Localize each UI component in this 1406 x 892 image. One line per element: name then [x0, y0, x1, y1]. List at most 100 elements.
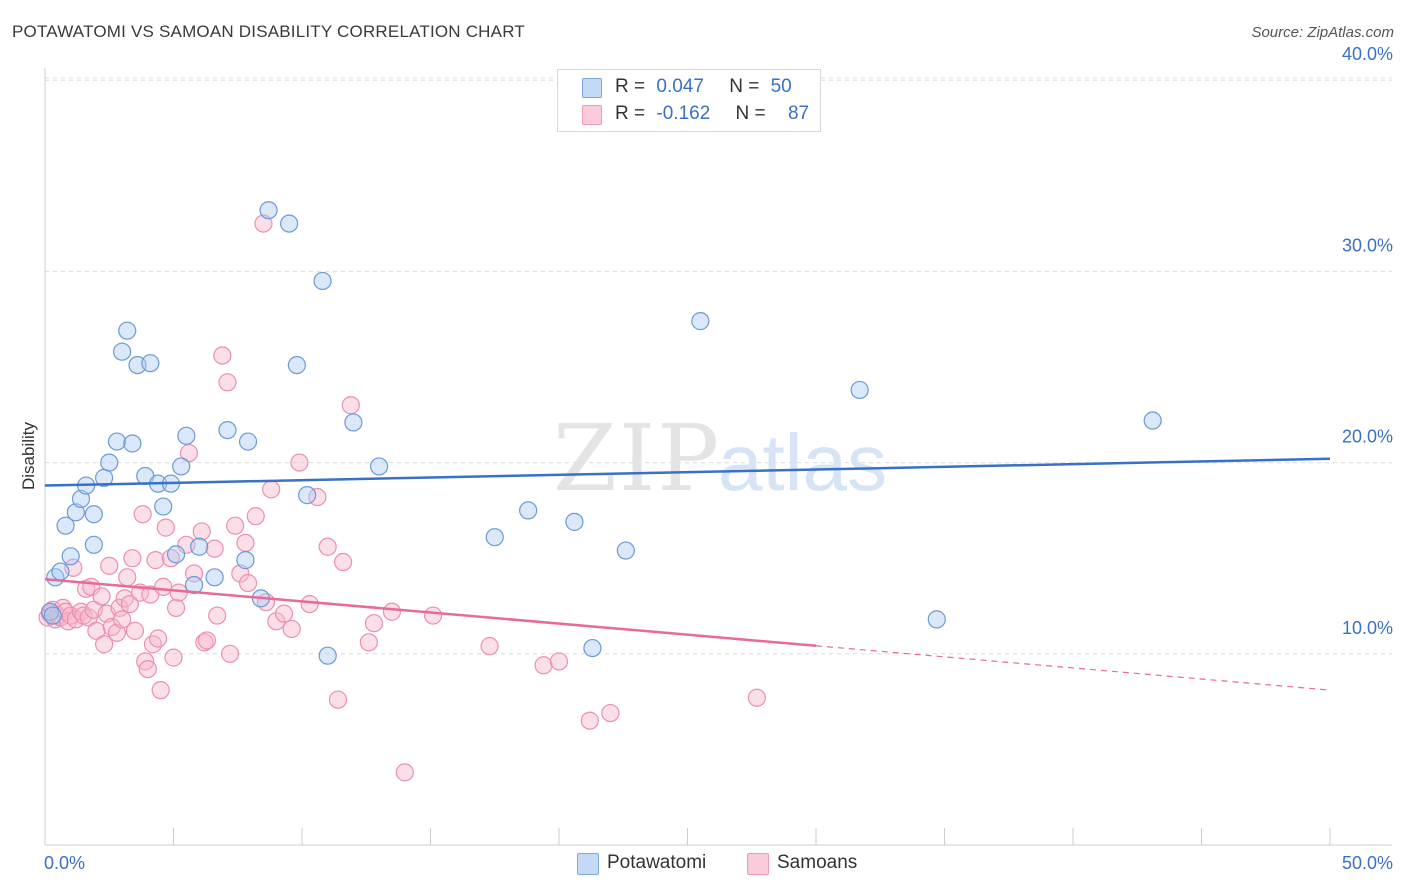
samoans-point [267, 612, 286, 631]
axes-layer [44, 68, 1392, 846]
samoans-point [125, 621, 145, 640]
samoans-point [395, 763, 414, 782]
potawatomi-point [56, 516, 75, 535]
y-tick-label: 40.0% [1342, 44, 1393, 64]
potawatomi-point [298, 486, 317, 505]
legend-r-label: R = [615, 76, 646, 97]
samoans-point [123, 549, 142, 568]
samoans-point [154, 577, 173, 596]
potawatomi-point [184, 575, 204, 595]
samoans-point [254, 214, 273, 233]
samoans-point [107, 623, 127, 642]
potawatomi-point [43, 606, 62, 625]
samoans-point [102, 617, 121, 637]
potawatomi-point [280, 214, 299, 233]
potawatomi-point [236, 551, 255, 570]
potawatomi-point [84, 505, 103, 524]
potawatomi-point [141, 354, 160, 373]
legend-r-label: R = [615, 103, 646, 124]
legend-swatch-potawatomi [582, 78, 602, 98]
potawatomi-point [66, 503, 85, 522]
potawatomi-point [927, 610, 946, 629]
samoans-point [133, 505, 152, 524]
potawatomi-point [100, 453, 119, 472]
bottom-legend-swatch-samoans [747, 853, 769, 875]
samoans-point [300, 594, 319, 614]
potawatomi-point [287, 355, 306, 375]
samoans-point [747, 688, 766, 707]
samoans-point [226, 516, 245, 535]
legend-r-value: -0.162 [656, 103, 711, 124]
samoans-point [195, 633, 214, 652]
potawatomi-point [850, 380, 869, 400]
legend-n-label: N = [735, 103, 766, 124]
samoans-point [120, 594, 139, 614]
y-tick-label: 10.0% [1342, 618, 1393, 638]
watermark-zip: ZIP [553, 405, 721, 512]
bottom-legend-label-potawatomi: Potawatomi [607, 852, 707, 873]
samoans-trendline [44, 577, 817, 648]
legend-n-value: 87 [787, 103, 810, 124]
samoans-point [534, 656, 553, 675]
potawatomi-point [344, 413, 363, 432]
potawatomi-point [318, 646, 337, 665]
potawatomi-point [370, 457, 389, 476]
samoans-point [334, 552, 353, 572]
samoans-trendline-extension [815, 645, 1331, 691]
samoans-point [138, 659, 157, 679]
samoans-point [274, 604, 294, 623]
samoans-point [236, 533, 255, 553]
potawatomi-point [205, 568, 224, 587]
legend-swatch-samoans [582, 105, 602, 125]
legend-n-label: N = [729, 76, 760, 97]
samoans-point [205, 539, 224, 558]
x-tick-label: 50.0% [1342, 853, 1393, 873]
labels-layer: 10.0% 20.0% 30.0% 40.0% 0.0% 50.0% Disability [19, 44, 1393, 873]
potawatomi-trendline [44, 457, 1331, 487]
potawatomi-point [565, 512, 584, 531]
bottom-legend-swatch-potawatomi [577, 853, 599, 875]
samoans-point [423, 606, 443, 625]
y-tick-label: 20.0% [1342, 427, 1393, 447]
samoans-point [112, 610, 132, 629]
samoans-point [166, 598, 186, 618]
potawatomi-point [313, 271, 332, 291]
samoans-point [218, 373, 237, 392]
samoans-point [169, 583, 188, 602]
potawatomi-point [218, 420, 237, 440]
potawatomi-point [190, 537, 209, 556]
potawatomi-point [123, 434, 142, 453]
watermark: ZIP atlas [553, 405, 887, 512]
potawatomi-point [71, 489, 91, 509]
y-tick-label: 30.0% [1342, 235, 1393, 255]
potawatomi-point [112, 342, 132, 361]
samoans-point [364, 614, 384, 633]
potawatomi-point [519, 501, 538, 520]
samoans-point [341, 396, 360, 415]
samoans-point [231, 564, 250, 583]
potawatomi-point [485, 528, 504, 547]
samoans-point [148, 629, 168, 648]
samoans-point [238, 573, 258, 593]
potawatomi-point [691, 312, 710, 331]
correlation-legend: R = 0.047 N = 50 R = -0.162 N = 87 [557, 69, 821, 132]
points-layer [38, 201, 1162, 782]
samoans-point [192, 522, 211, 541]
legend-r-value: 0.047 [656, 76, 704, 97]
samoans-point [100, 556, 119, 575]
samoans-point [282, 619, 301, 639]
potawatomi-point [238, 432, 258, 451]
samoans-point [213, 346, 232, 365]
potawatomi-point [172, 457, 191, 476]
samoans-point [246, 507, 265, 526]
samoans-point [87, 621, 106, 640]
samoans-point [359, 633, 378, 652]
potawatomi-point [1143, 411, 1162, 430]
samoans-point [92, 587, 111, 606]
samoans-point [110, 598, 129, 618]
samoans-point [118, 568, 137, 587]
potawatomi-point [51, 562, 70, 581]
samoans-point [580, 711, 599, 730]
potawatomi-point [583, 638, 602, 658]
samoans-point [220, 644, 240, 663]
